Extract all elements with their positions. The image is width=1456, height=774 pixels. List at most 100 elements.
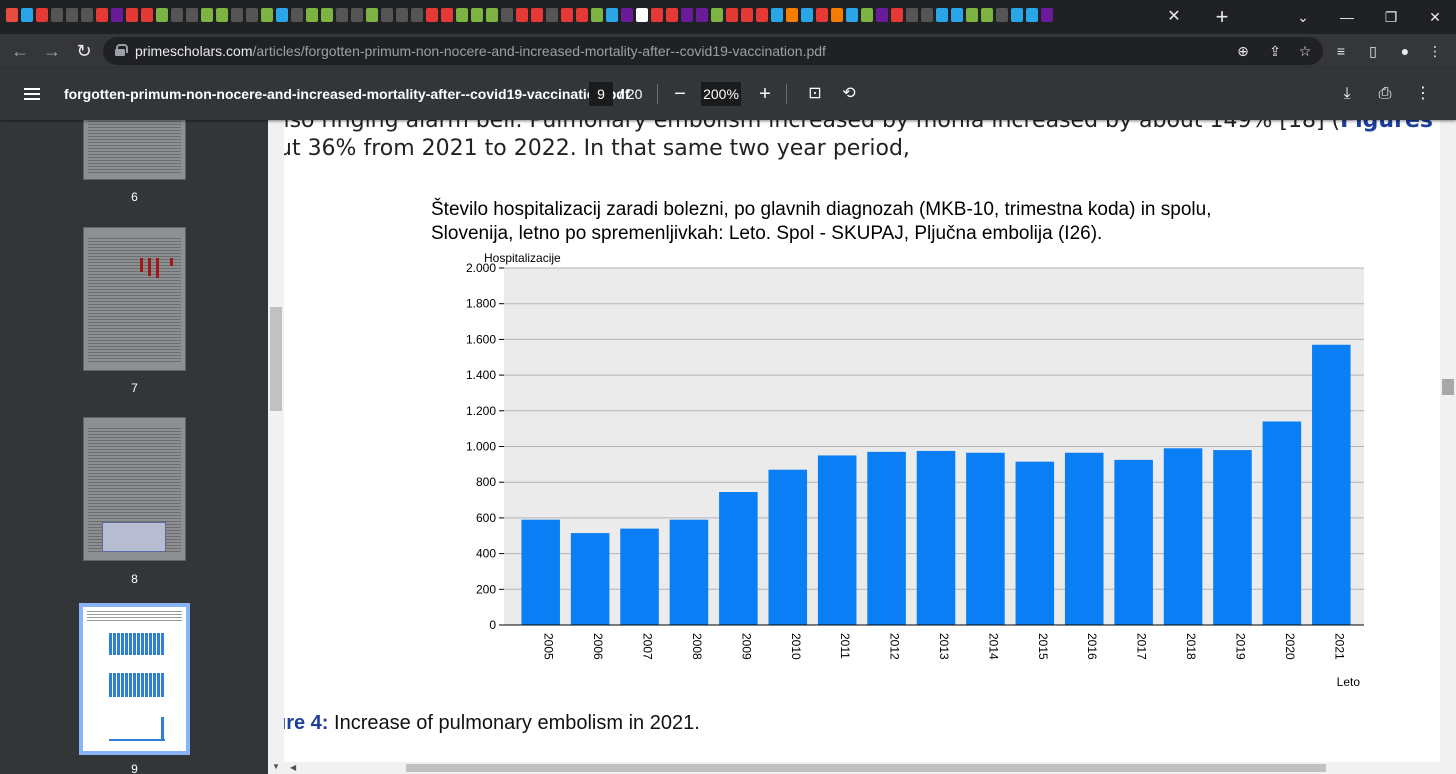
zoom-out-button[interactable]: − (674, 83, 686, 105)
sidebar-scrollbar[interactable] (268, 120, 284, 774)
tab-favicon-icon[interactable] (186, 8, 198, 22)
figures-link[interactable]: Figures 4-6 (1340, 120, 1440, 133)
tab-favicon-icon[interactable] (51, 8, 63, 22)
tab-favicon-icon[interactable] (111, 8, 123, 22)
tab-favicon-icon[interactable] (441, 8, 453, 22)
tab-favicon-icon[interactable] (711, 8, 723, 22)
tab-favicon-icon[interactable] (171, 8, 183, 22)
thumbnail-page-8[interactable] (83, 417, 186, 561)
tab-favicon-icon[interactable] (471, 8, 483, 22)
tab-favicon-icon[interactable] (771, 8, 783, 22)
tab-favicon-icon[interactable] (411, 8, 423, 22)
zoom-in-button[interactable]: + (759, 83, 771, 105)
tab-favicon-icon[interactable] (1026, 8, 1038, 22)
tab-favicon-icon[interactable] (456, 8, 468, 22)
tab-favicon-icon[interactable] (321, 8, 333, 22)
tab-favicon-icon[interactable] (6, 8, 18, 22)
profile-icon[interactable]: ● (1400, 43, 1410, 59)
tab-favicon-icon[interactable] (801, 8, 813, 22)
forward-icon[interactable]: → (43, 41, 61, 61)
tab-favicon-icon[interactable] (66, 8, 78, 22)
tab-favicon-icon[interactable] (261, 8, 273, 22)
tab-favicon-icon[interactable] (576, 8, 588, 22)
tab-favicon-icon[interactable] (831, 8, 843, 22)
tab-favicon-icon[interactable] (666, 8, 678, 22)
browser-menu-icon[interactable]: ⋮ (1428, 43, 1442, 59)
tab-favicon-icon[interactable] (231, 8, 243, 22)
new-tab-button[interactable]: + (1215, 4, 1229, 29)
tab-favicon-icon[interactable] (966, 8, 978, 22)
tab-favicon-icon[interactable] (756, 8, 768, 22)
tab-favicon-icon[interactable] (651, 8, 663, 22)
tab-favicon-icon[interactable] (501, 8, 513, 22)
share-icon[interactable]: ⇪ (1269, 43, 1281, 59)
tab-favicon-icon[interactable] (21, 8, 33, 22)
pdf-more-icon[interactable]: ⋮ (1415, 85, 1431, 102)
tab-favicon-icon[interactable] (381, 8, 393, 22)
tab-favicon-icon[interactable] (531, 8, 543, 22)
restore-icon[interactable]: ❐ (1384, 9, 1398, 25)
tab-favicon-icon[interactable] (921, 8, 933, 22)
scroll-left-arrow-icon[interactable]: ◀ (290, 763, 297, 772)
tab-search-icon[interactable]: ⌄ (1297, 9, 1309, 25)
tab-favicon-icon[interactable] (546, 8, 558, 22)
thumbnail-page-7[interactable] (83, 227, 186, 371)
tab-favicon-icon[interactable] (981, 8, 993, 22)
reload-icon[interactable]: ↻ (76, 41, 92, 61)
tab-favicon-icon[interactable] (201, 8, 213, 22)
tab-favicon-icon[interactable] (396, 8, 408, 22)
sidebar-scroll-thumb[interactable] (270, 307, 282, 411)
tab-favicon-icon[interactable] (216, 8, 228, 22)
thumbnail-page-6[interactable] (83, 120, 186, 180)
tab-favicon-icon[interactable] (81, 8, 93, 22)
side-panel-icon[interactable]: ▯ (1369, 43, 1377, 59)
tab-favicon-icon[interactable] (276, 8, 288, 22)
tab-favicon-icon[interactable] (936, 8, 948, 22)
rotate-icon[interactable]: ⟲ (842, 85, 856, 102)
download-icon[interactable]: ⤓ (1343, 85, 1351, 102)
fit-page-icon[interactable]: ⊡ (808, 85, 822, 102)
bookmark-star-icon[interactable]: ☆ (1298, 43, 1312, 59)
media-icon[interactable]: ≡ (1336, 43, 1346, 59)
window-close-icon[interactable]: ✕ (1429, 9, 1441, 25)
tab-favicon-icon[interactable] (696, 8, 708, 22)
zoom-icon[interactable]: ⊕ (1237, 43, 1249, 59)
lock-icon[interactable] (115, 44, 128, 56)
tab-favicon-icon[interactable] (786, 8, 798, 22)
tab-favicon-icon[interactable] (606, 8, 618, 22)
tab-favicon-icon[interactable] (726, 8, 738, 22)
tab-favicon-icon[interactable] (741, 8, 753, 22)
tab-favicon-icon[interactable] (876, 8, 888, 22)
url-text[interactable]: primescholars.com/articles/forgotten-pri… (135, 43, 826, 59)
zoom-input[interactable]: 200% (701, 82, 741, 106)
thumbnail-page-9[interactable] (79, 603, 190, 755)
address-bar[interactable]: primescholars.com/articles/forgotten-pri… (103, 37, 1323, 65)
tab-favicon-icon[interactable] (561, 8, 573, 22)
tab-favicon-icon[interactable] (36, 8, 48, 22)
tab-favicon-icon[interactable] (351, 8, 363, 22)
tab-favicon-icon[interactable] (426, 8, 438, 22)
minimize-icon[interactable]: — (1340, 9, 1354, 25)
tab-favicon-icon[interactable] (126, 8, 138, 22)
tab-favicon-icon[interactable] (516, 8, 528, 22)
print-icon[interactable]: ⎙ (1378, 85, 1392, 102)
back-icon[interactable]: ← (11, 41, 29, 61)
tab-favicon-icon[interactable] (951, 8, 963, 22)
page-number-input[interactable]: 9 (589, 82, 613, 106)
tab-favicon-icon[interactable] (591, 8, 603, 22)
tab-favicons[interactable] (6, 8, 1156, 26)
tab-favicon-icon[interactable] (156, 8, 168, 22)
tab-favicon-icon[interactable] (246, 8, 258, 22)
tab-favicon-icon[interactable] (486, 8, 498, 22)
scroll-down-arrow-icon[interactable]: ▼ (272, 762, 280, 771)
tab-favicon-icon[interactable] (816, 8, 828, 22)
tab-favicon-icon[interactable] (1011, 8, 1023, 22)
tab-favicon-icon[interactable] (336, 8, 348, 22)
viewer-scroll-thumb[interactable] (1442, 379, 1454, 395)
tab-favicon-icon[interactable] (681, 8, 693, 22)
tab-favicon-icon[interactable] (291, 8, 303, 22)
tab-favicon-icon[interactable] (96, 8, 108, 22)
tab-favicon-icon[interactable] (996, 8, 1008, 22)
tab-favicon-icon[interactable] (861, 8, 873, 22)
tab-favicon-icon[interactable] (366, 8, 378, 22)
